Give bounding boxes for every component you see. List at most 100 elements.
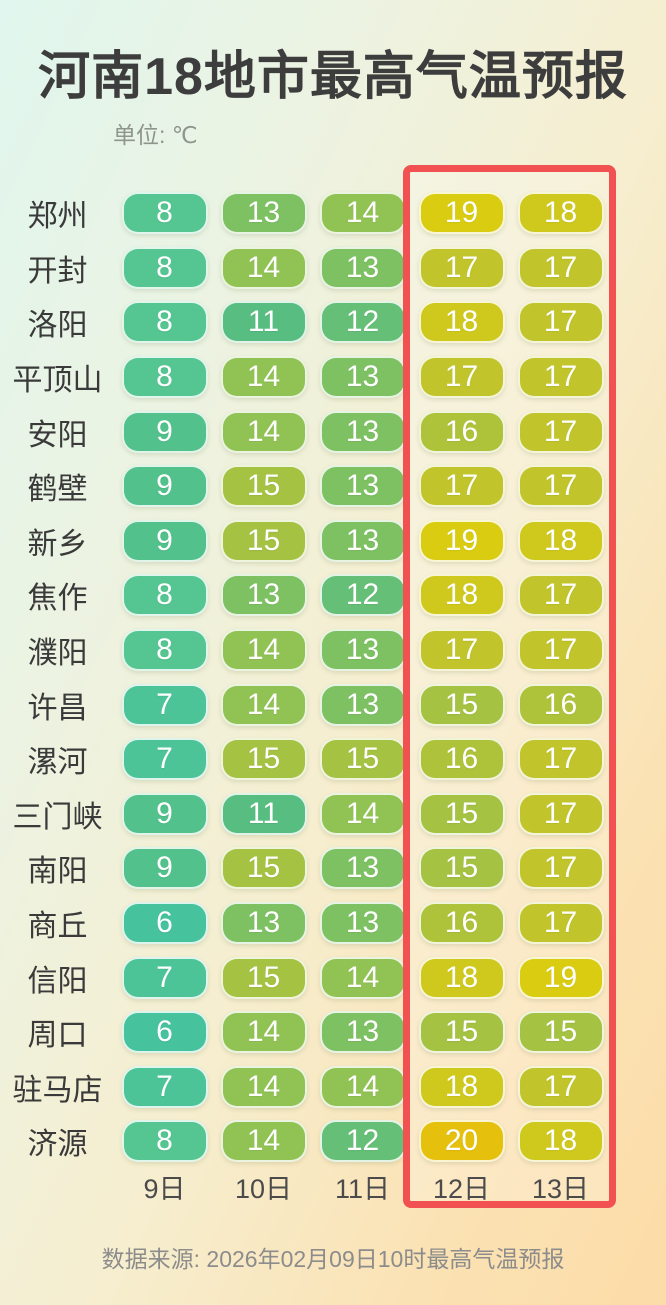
city-label: 信阳 [27, 964, 88, 998]
temperature-cell: 11 [214, 295, 313, 350]
data-source-note: 数据来源: 2026年02月09日10时最高气温预报 [101, 1246, 565, 1272]
temperature-pill: 14 [220, 246, 307, 289]
temperature-pill: 7 [121, 1065, 208, 1108]
temperature-cell: 16 [412, 896, 511, 951]
temperature-pill: 16 [517, 683, 604, 726]
temperature-cell: 14 [214, 1060, 313, 1115]
temperature-cell: 18 [412, 1060, 511, 1115]
temperature-pill: 7 [121, 956, 208, 999]
temperature-cell: 13 [313, 841, 412, 896]
temperature-cell: 19 [511, 950, 610, 1005]
temperature-pill: 14 [220, 1065, 307, 1108]
temperature-cell: 18 [511, 186, 610, 241]
date-axis-spacer [0, 1166, 115, 1206]
temperature-pill: 17 [517, 246, 604, 289]
temperature-cell: 12 [313, 568, 412, 623]
temperature-cell: 17 [511, 459, 610, 514]
temperature-pill: 8 [121, 301, 208, 344]
temperature-cell: 8 [115, 241, 214, 296]
temperature-pill: 15 [220, 465, 307, 508]
temperature-cell: 13 [313, 1005, 412, 1060]
city-label: 商丘 [27, 910, 88, 944]
temperature-pill: 8 [121, 246, 208, 289]
temperature-pill: 12 [319, 301, 406, 344]
temperature-cell: 17 [511, 241, 610, 296]
temperature-cell: 7 [115, 950, 214, 1005]
temperature-cell: 14 [214, 404, 313, 459]
city-label: 郑州 [27, 200, 88, 234]
temperature-cell: 7 [115, 1060, 214, 1115]
temperature-cell: 13 [313, 350, 412, 405]
temperature-pill: 6 [121, 902, 208, 945]
temperature-cell: 17 [511, 732, 610, 787]
temperature-pill: 13 [220, 574, 307, 617]
temperature-cell: 9 [115, 514, 214, 569]
temperature-pill: 19 [418, 192, 505, 235]
temperature-cell: 17 [511, 404, 610, 459]
temperature-cell: 16 [511, 677, 610, 732]
temperature-cell: 9 [115, 404, 214, 459]
temperature-pill: 17 [517, 410, 604, 453]
temperature-pill: 14 [319, 956, 406, 999]
temperature-cell: 18 [511, 514, 610, 569]
temperature-cell: 13 [313, 404, 412, 459]
temperature-cell: 17 [511, 896, 610, 951]
temperature-cell: 7 [115, 677, 214, 732]
date-label: 9日 [143, 1173, 186, 1204]
temperature-pill: 9 [121, 792, 208, 835]
temperature-pill: 20 [418, 1120, 505, 1163]
temperature-cell: 17 [412, 241, 511, 296]
temperature-cell: 14 [214, 1005, 313, 1060]
temperature-cell: 13 [214, 186, 313, 241]
temperature-pill: 9 [121, 465, 208, 508]
temperature-cell: 6 [115, 1005, 214, 1060]
temperature-cell: 19 [412, 186, 511, 241]
temperature-pill: 13 [319, 683, 406, 726]
temperature-pill: 13 [319, 410, 406, 453]
city-label: 许昌 [27, 691, 88, 725]
temperature-pill: 11 [220, 792, 307, 835]
temperature-cell: 15 [412, 841, 511, 896]
temperature-pill: 18 [517, 192, 604, 235]
temperature-pill: 17 [517, 465, 604, 508]
city-label: 漯河 [27, 746, 88, 780]
temperature-pill: 17 [517, 792, 604, 835]
temperature-cell: 15 [214, 732, 313, 787]
temperature-pill: 7 [121, 738, 208, 781]
page-title: 河南18地市最高气温预报 [38, 48, 628, 106]
temperature-pill: 16 [418, 410, 505, 453]
temperature-cell: 13 [313, 459, 412, 514]
temperature-pill: 15 [418, 1011, 505, 1054]
temperature-cell: 17 [412, 623, 511, 678]
temperature-pill: 15 [418, 792, 505, 835]
temperature-cell: 17 [511, 623, 610, 678]
temperature-cell: 19 [412, 514, 511, 569]
temperature-pill: 9 [121, 410, 208, 453]
temperature-pill: 8 [121, 356, 208, 399]
temperature-cell: 9 [115, 459, 214, 514]
temperature-pill: 12 [319, 574, 406, 617]
temperature-pill: 17 [517, 847, 604, 890]
temperature-pill: 13 [319, 465, 406, 508]
temperature-pill: 18 [517, 519, 604, 562]
temperature-cell: 8 [115, 1114, 214, 1169]
temperature-cell: 12 [313, 1114, 412, 1169]
temperature-cell: 6 [115, 896, 214, 951]
temperature-pill: 17 [517, 301, 604, 344]
temperature-cell: 17 [511, 1060, 610, 1115]
temperature-pill: 13 [319, 1011, 406, 1054]
temperature-cell: 7 [115, 732, 214, 787]
temperature-cell: 9 [115, 841, 214, 896]
temperature-cell: 15 [412, 787, 511, 842]
city-label: 平顶山 [12, 364, 103, 398]
temperature-cell: 16 [412, 732, 511, 787]
temperature-pill: 13 [319, 519, 406, 562]
date-label: 11日 [334, 1173, 391, 1204]
temperature-table: 郑州 8 13 14 19 18 开封 8 14 13 17 17 洛阳 8 11 12 18 17 平顶山 8 14 1… [0, 186, 610, 1169]
temperature-pill: 14 [319, 1065, 406, 1108]
temperature-cell: 17 [511, 295, 610, 350]
city-label: 三门峡 [12, 800, 103, 834]
temperature-pill: 8 [121, 574, 208, 617]
temperature-cell: 15 [313, 732, 412, 787]
temperature-pill: 15 [220, 956, 307, 999]
